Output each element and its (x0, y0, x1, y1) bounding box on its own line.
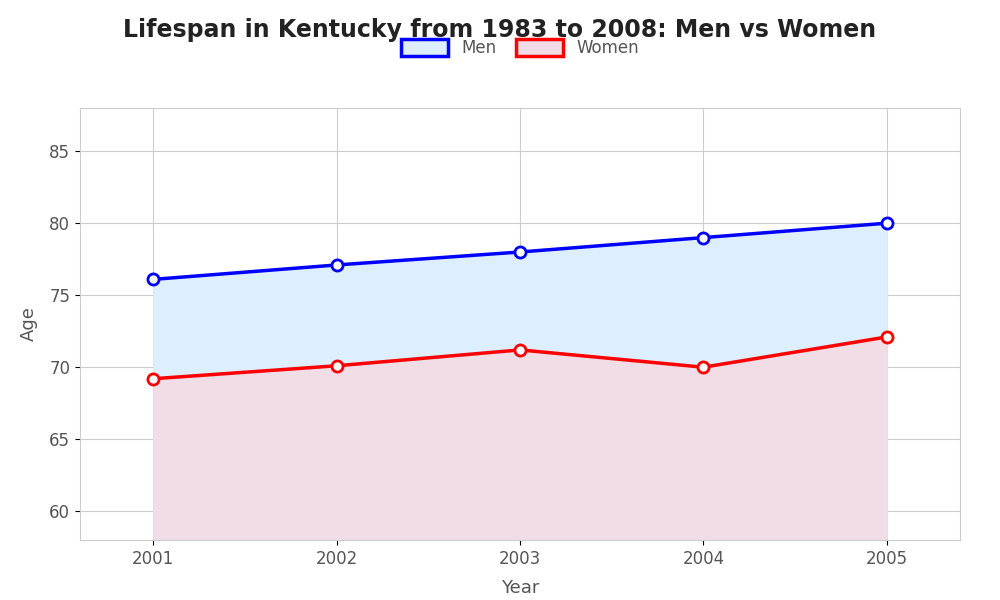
Y-axis label: Age: Age (20, 307, 38, 341)
Legend: Men, Women: Men, Women (401, 38, 639, 57)
X-axis label: Year: Year (501, 579, 539, 597)
Text: Lifespan in Kentucky from 1983 to 2008: Men vs Women: Lifespan in Kentucky from 1983 to 2008: … (123, 18, 877, 42)
